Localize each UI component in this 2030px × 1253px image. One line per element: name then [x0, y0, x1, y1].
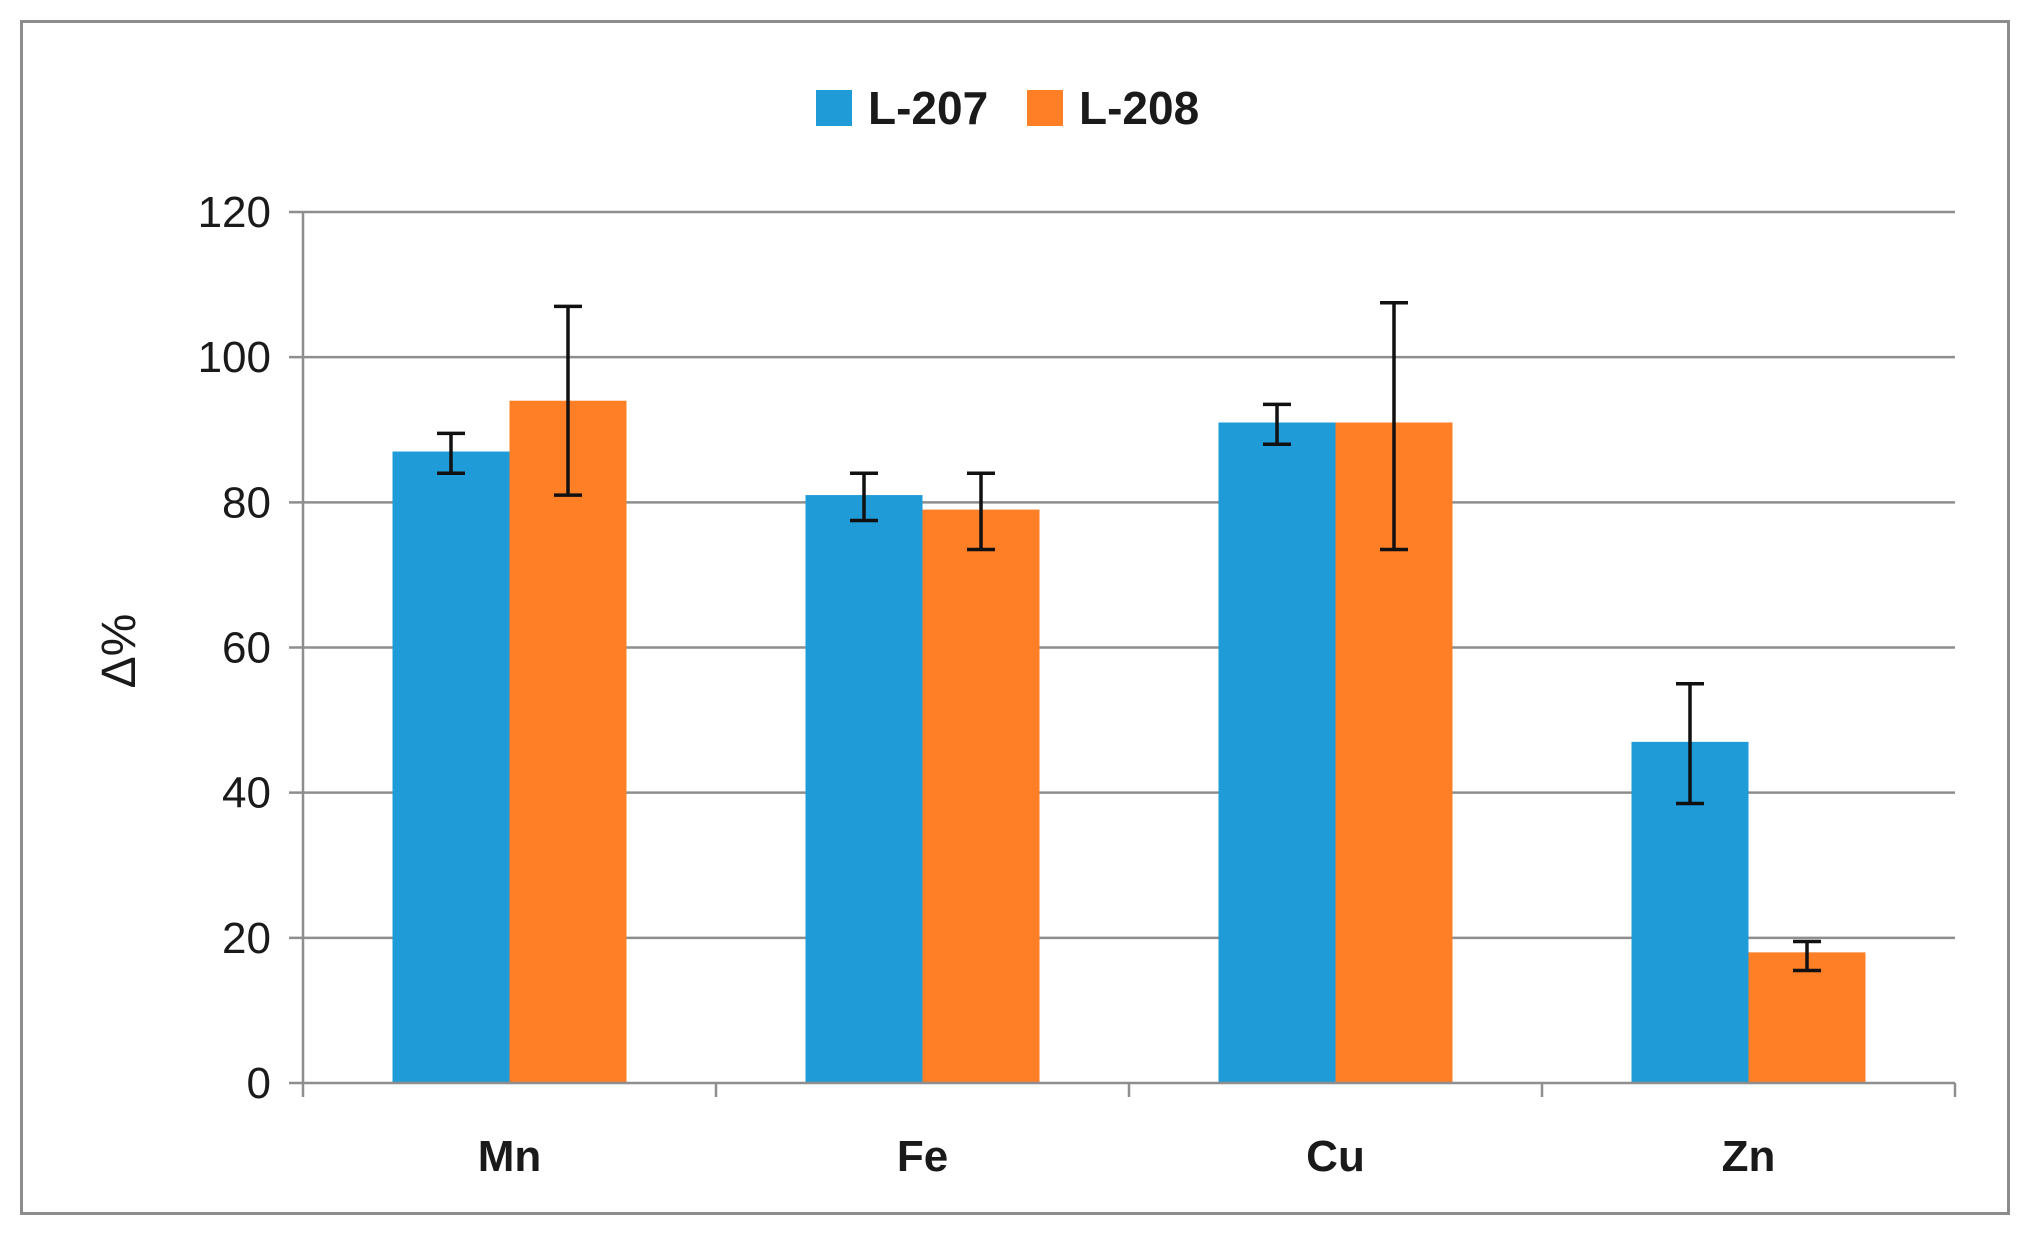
error-bars	[437, 300, 1821, 973]
bar-chart: 0 20 40 60 80 100 120 Mn Fe Cu Zn L-207 L-208 Δ%	[93, 82, 1957, 1181]
bar	[392, 451, 510, 1083]
y-tick-label: 20	[222, 914, 271, 963]
y-tick-label: 80	[222, 478, 271, 527]
chart-frame: 0 20 40 60 80 100 120 Mn Fe Cu Zn L-207 L-208 Δ%	[20, 20, 2010, 1215]
y-tick-label: 120	[198, 188, 271, 237]
y-tick-label: 0	[247, 1059, 271, 1108]
bar	[509, 400, 627, 1083]
x-category-label: Zn	[1722, 1132, 1776, 1181]
error-bar	[554, 304, 582, 497]
error-bar	[850, 471, 878, 523]
legend-swatch-l-207	[816, 90, 852, 126]
error-bar	[1676, 682, 1704, 806]
x-category-label: Cu	[1306, 1132, 1365, 1181]
bars	[392, 400, 1866, 1083]
error-bar	[1793, 939, 1821, 973]
legend-swatch-l-208	[1027, 90, 1063, 126]
x-category-labels: Mn Fe Cu Zn	[478, 1132, 1776, 1181]
y-tick-label: 100	[198, 333, 271, 382]
axes	[289, 212, 1957, 1097]
y-tick-labels: 0 20 40 60 80 100 120	[198, 188, 271, 1108]
x-category-label: Fe	[897, 1132, 948, 1181]
bar	[805, 495, 923, 1083]
y-tick-label: 60	[222, 624, 271, 673]
bar	[922, 509, 1040, 1083]
error-bar	[967, 471, 995, 552]
y-tick-label: 40	[222, 769, 271, 818]
legend-label-l-207: L-207	[868, 82, 988, 134]
error-bar	[1380, 300, 1408, 552]
bar	[1748, 952, 1866, 1083]
legend: L-207 L-208	[816, 82, 1199, 134]
error-bar	[437, 431, 465, 476]
legend-label-l-208: L-208	[1079, 82, 1199, 134]
bar	[1218, 422, 1336, 1083]
y-axis-label: Δ%	[93, 614, 146, 689]
error-bar	[1263, 402, 1291, 447]
x-category-label: Mn	[478, 1132, 542, 1181]
